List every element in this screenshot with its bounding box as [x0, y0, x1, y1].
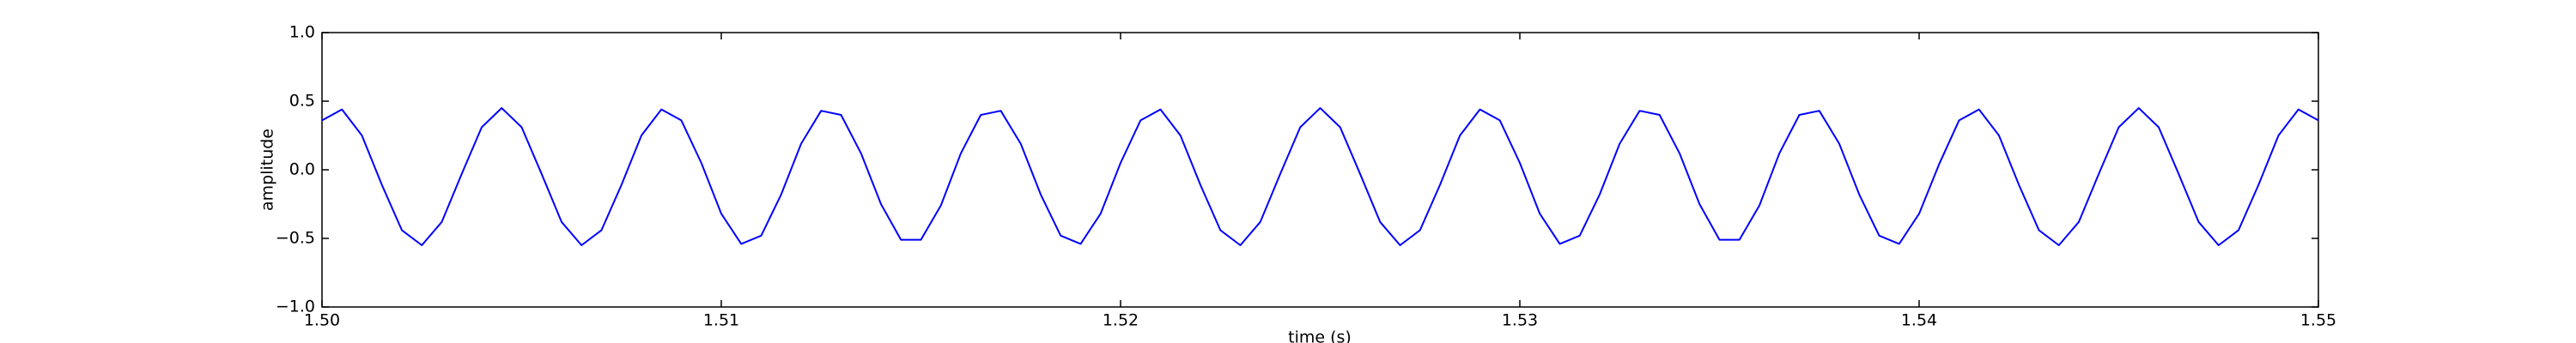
series-line	[321, 107, 2319, 246]
x-axis-label: time (s)	[1288, 328, 1352, 343]
x-tick-label: 1.54	[1901, 311, 1937, 330]
plot-frame	[321, 32, 2319, 308]
x-tick-label: 1.55	[2300, 311, 2336, 330]
y-tick-label: 0.5	[289, 92, 315, 111]
y-axis-label: amplitude	[258, 129, 277, 211]
y-tick-label: −0.5	[276, 229, 315, 248]
y-tick-label: −1.0	[276, 298, 315, 316]
x-tick-label: 1.51	[703, 311, 739, 330]
y-tick-label: 1.0	[289, 23, 315, 42]
y-tick-label: 0.0	[289, 160, 315, 179]
x-tick-label: 1.52	[1103, 311, 1139, 330]
x-tick-label: 1.50	[304, 311, 340, 330]
x-tick-label: 1.53	[1502, 311, 1538, 330]
